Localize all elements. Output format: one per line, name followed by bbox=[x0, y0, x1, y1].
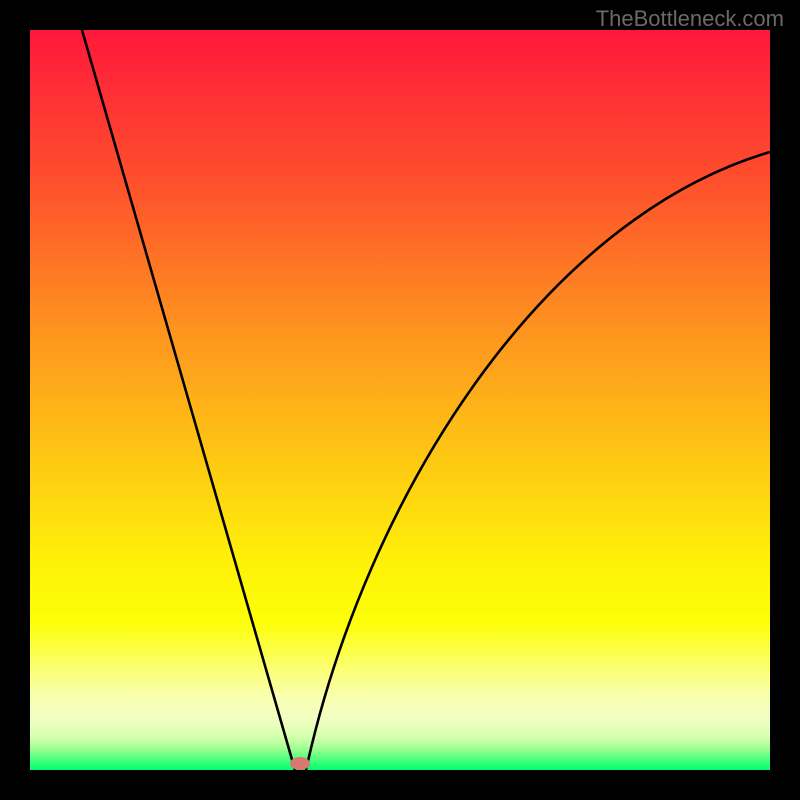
watermark-text: TheBottleneck.com bbox=[596, 6, 784, 32]
curve-svg bbox=[30, 30, 770, 770]
chart-container: TheBottleneck.com bbox=[0, 0, 800, 800]
curve-right-branch bbox=[306, 152, 770, 770]
plot-area bbox=[30, 30, 770, 770]
bottleneck-marker bbox=[290, 757, 310, 770]
curve-left-branch bbox=[82, 30, 295, 770]
